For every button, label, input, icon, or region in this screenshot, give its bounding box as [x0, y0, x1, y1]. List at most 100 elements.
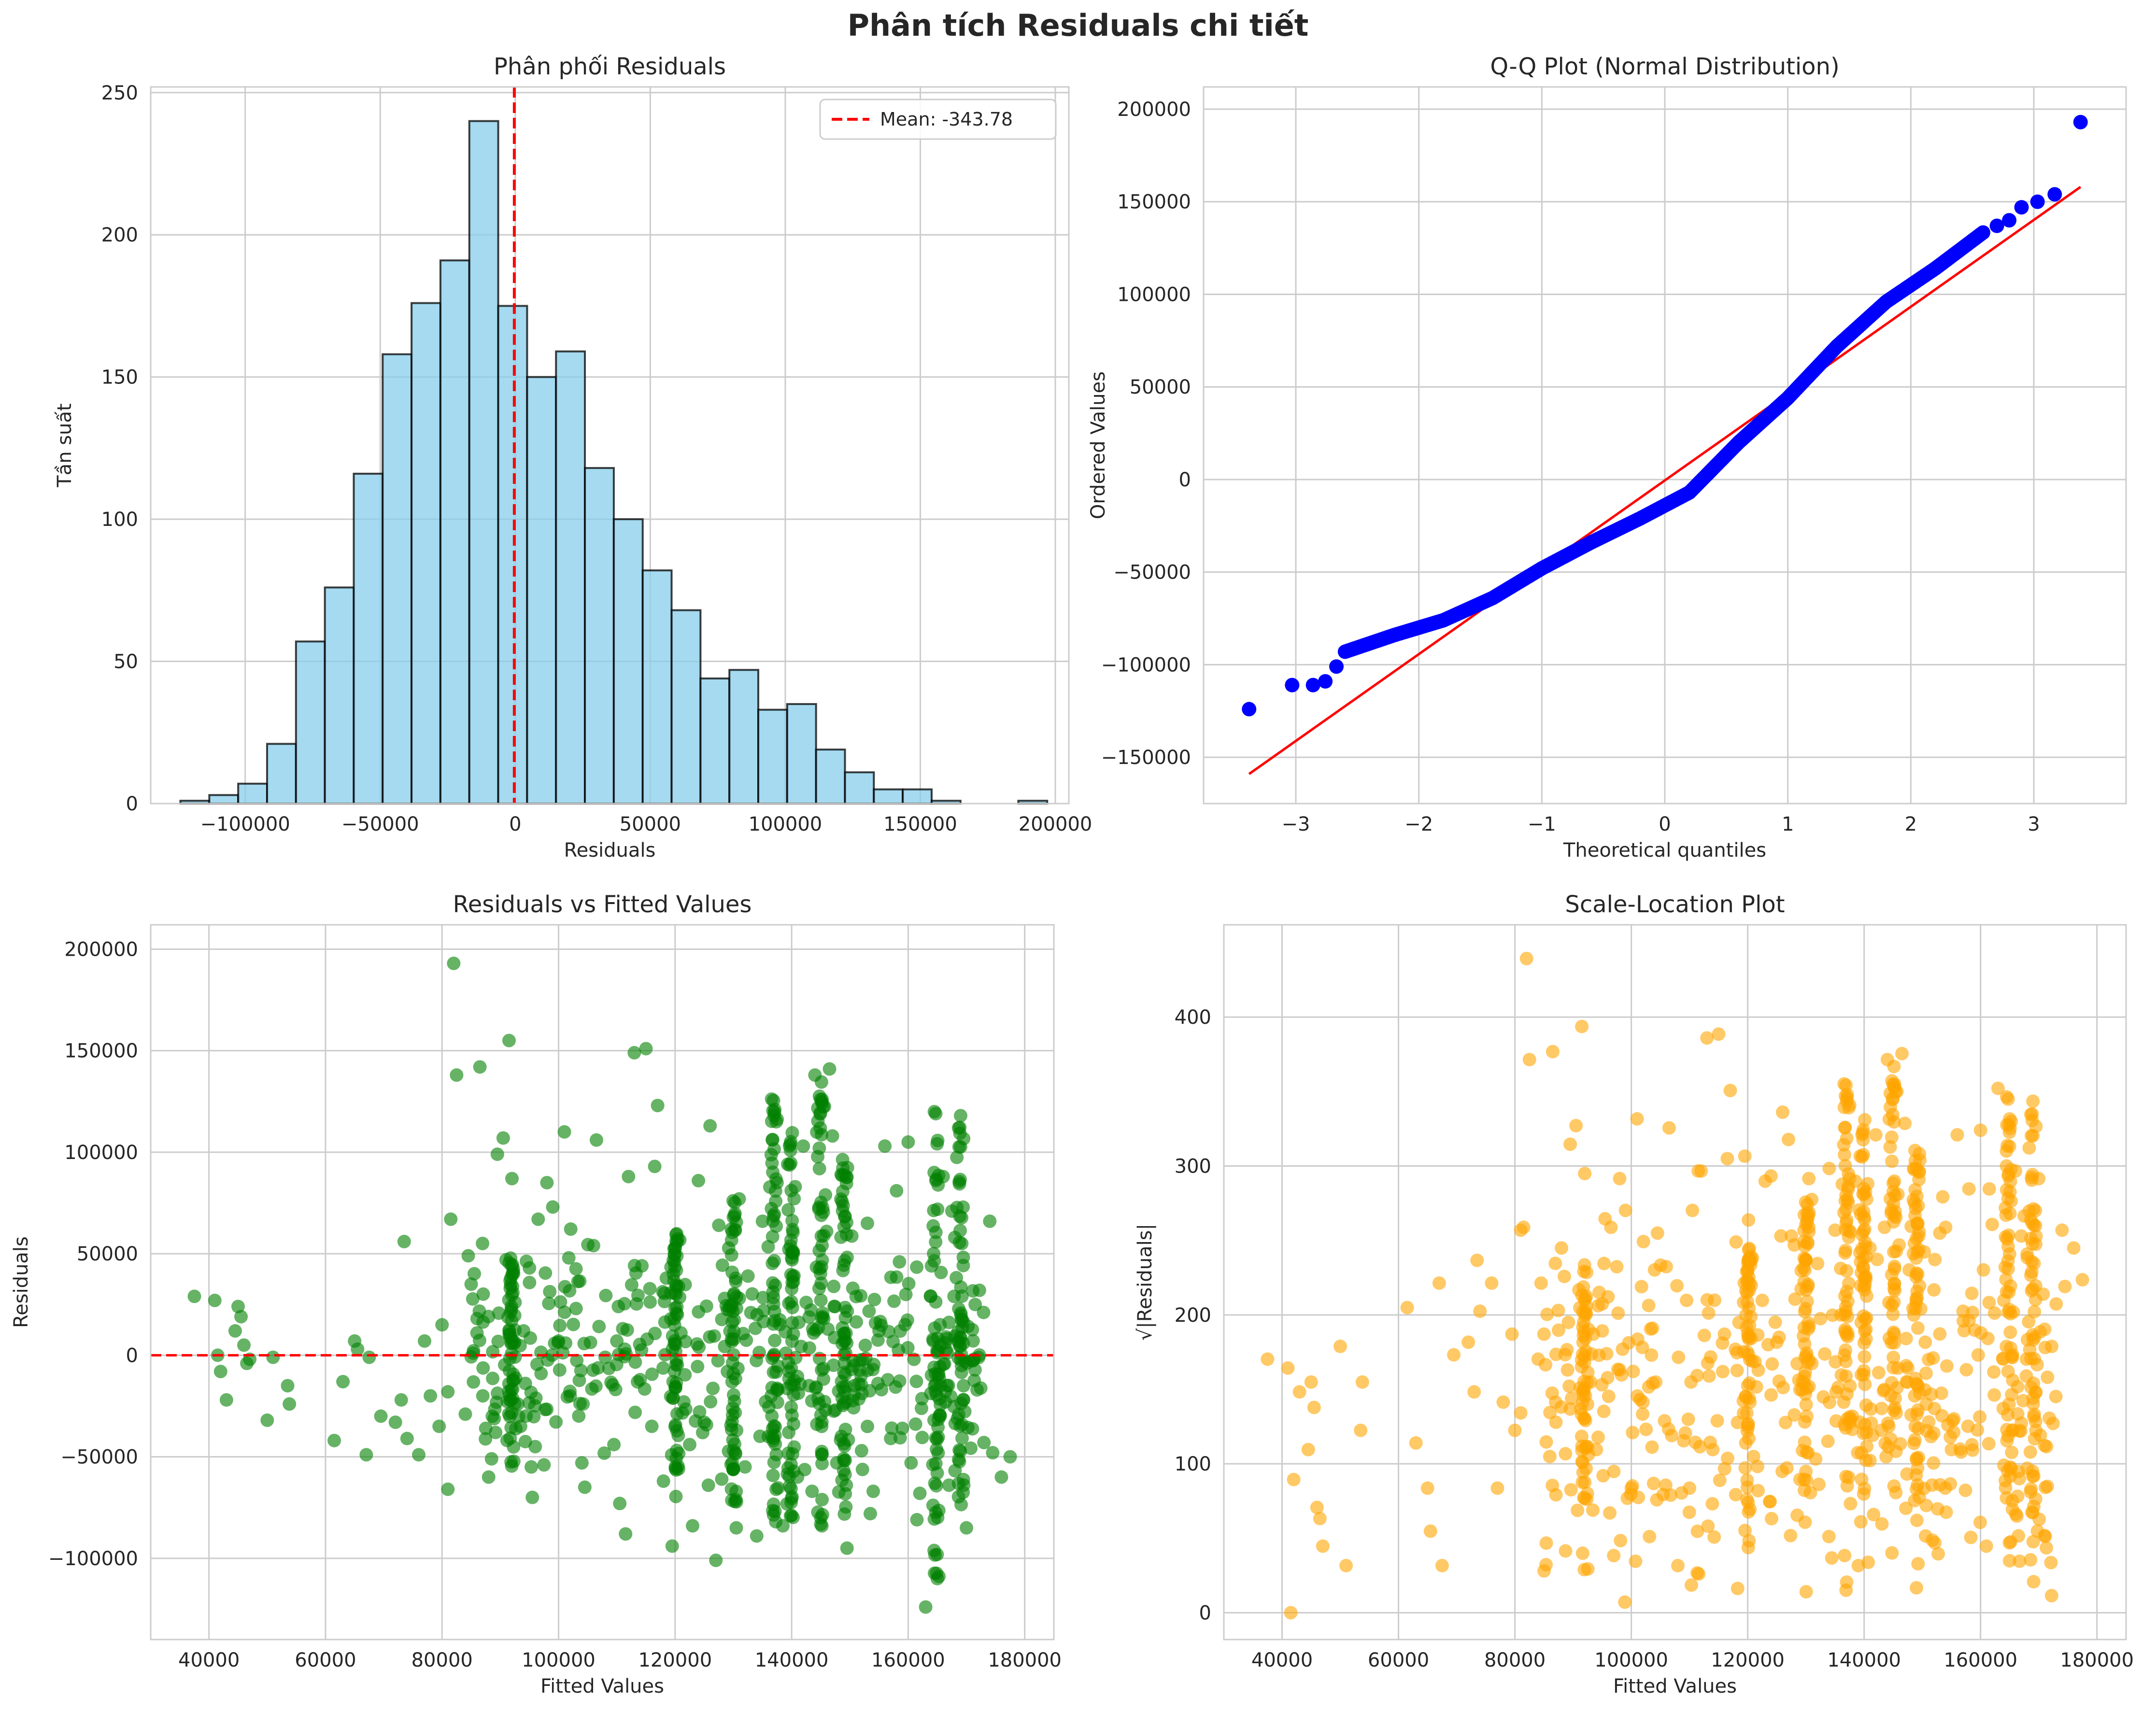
- x-tick-label: −3: [1282, 813, 1310, 835]
- y-tick-label: −100000: [1101, 654, 1191, 676]
- scale-location-point: [1519, 951, 1533, 965]
- scale-location-point: [1885, 1546, 1899, 1560]
- scale-location-point: [1602, 1389, 1616, 1403]
- scale-location-point: [2028, 1414, 2043, 1428]
- scale-location-point: [1736, 1394, 1750, 1408]
- histogram-bar: [382, 353, 413, 805]
- scale-location-point: [2026, 1129, 2040, 1143]
- residual-point: [785, 1126, 799, 1140]
- scale-location-point: [1814, 1312, 1828, 1326]
- residual-point: [519, 1254, 533, 1268]
- residual-point: [444, 1212, 458, 1226]
- scale-location-point: [1545, 1386, 1559, 1400]
- residual-point: [931, 1446, 945, 1460]
- residual-point: [812, 1202, 826, 1216]
- scale-location-point: [1799, 1387, 1813, 1401]
- residual-point: [362, 1350, 376, 1364]
- scale-location-point: [1313, 1512, 1327, 1526]
- scale-location-point: [1742, 1242, 1756, 1256]
- residual-point: [815, 1456, 829, 1471]
- scale-location-point: [1928, 1253, 1942, 1267]
- scale-location-point: [1574, 1353, 1589, 1367]
- residual-point: [679, 1335, 693, 1349]
- scale-location-point: [1551, 1303, 1565, 1317]
- scale-location-point: [1643, 1529, 1657, 1543]
- scale-location-point: [1744, 1258, 1758, 1272]
- scale-location-point: [1611, 1306, 1625, 1320]
- scale-location-point: [1999, 1474, 2013, 1488]
- residual-point: [823, 1062, 837, 1076]
- scale-location-point: [1957, 1324, 1971, 1338]
- scale-location-point: [1508, 1423, 1522, 1437]
- histogram-bar: [902, 788, 933, 805]
- scale-location-point: [1839, 1343, 1853, 1357]
- residual-point: [718, 1340, 732, 1354]
- x-tick-label: 150000: [883, 813, 957, 835]
- scale-location-point: [1999, 1230, 2013, 1244]
- scale-location-point: [1785, 1229, 1799, 1243]
- scale-location-point: [2013, 1554, 2027, 1568]
- residual-point: [765, 1092, 779, 1106]
- residual-point: [505, 1346, 519, 1360]
- residual-point: [814, 1517, 828, 1531]
- scale-location-point: [1954, 1445, 1968, 1459]
- scale-location-point: [1467, 1385, 1481, 1399]
- residual-point: [574, 1364, 588, 1378]
- scale-location-point: [1891, 1361, 1905, 1375]
- scale-location-point: [1563, 1402, 1577, 1416]
- scale-location-point: [1614, 1534, 1628, 1548]
- y-tick-label: 200: [1175, 1304, 1211, 1327]
- scale-location-point: [1841, 1310, 1855, 1324]
- residual-point: [542, 1297, 556, 1311]
- qq-point: [1242, 702, 1257, 717]
- scale-location-point: [1792, 1373, 1806, 1387]
- residual-point: [927, 1512, 941, 1526]
- y-axis-label: Residuals: [10, 1236, 32, 1328]
- residual-point: [845, 1229, 859, 1243]
- scale-location-point: [1625, 1479, 1639, 1493]
- scale-location-point: [1650, 1493, 1664, 1507]
- scale-location-point: [1855, 1266, 1869, 1280]
- scale-location-point: [1857, 1364, 1871, 1378]
- scale-location-point: [1575, 1019, 1589, 1033]
- y-tick-label: 250: [101, 82, 138, 104]
- scale-location-point: [1603, 1506, 1617, 1520]
- residual-point: [812, 1141, 826, 1155]
- y-tick-label: 150000: [1117, 191, 1191, 213]
- residual-point: [725, 1375, 739, 1389]
- scale-location-point: [1882, 1419, 1896, 1433]
- residual-point: [432, 1419, 446, 1433]
- x-axis-label: Fitted Values: [1613, 1675, 1737, 1697]
- residual-point: [930, 1388, 944, 1402]
- histogram-bar: [670, 609, 702, 805]
- scale-location-point: [1592, 1286, 1606, 1300]
- scale-location-point: [1928, 1536, 1942, 1550]
- scale-location-point: [1598, 1212, 1612, 1226]
- scale-location-point: [1790, 1508, 1804, 1522]
- residual-point: [506, 1382, 520, 1396]
- scale-location-point: [1909, 1468, 1923, 1482]
- scale-location-point: [1864, 1402, 1878, 1416]
- scale-location-point: [1578, 1492, 1592, 1506]
- residual-point: [966, 1334, 980, 1348]
- x-tick-label: 80000: [1484, 1649, 1546, 1671]
- histogram-bar: [786, 703, 817, 805]
- scale-location-point: [1907, 1196, 1921, 1210]
- scale-location-point: [1877, 1383, 1891, 1397]
- residual-point: [692, 1174, 706, 1188]
- scale-location-point: [1587, 1327, 1601, 1341]
- residual-point: [802, 1341, 816, 1355]
- scale-location-point: [1844, 1497, 1858, 1511]
- scale-location-point: [1885, 1268, 1899, 1282]
- scale-location-point: [1858, 1313, 1872, 1327]
- scale-location-point: [1787, 1408, 1801, 1422]
- residual-point: [571, 1274, 585, 1288]
- scale-location-point: [1644, 1322, 1658, 1336]
- scale-location-point: [2029, 1386, 2043, 1400]
- qq-point: [1318, 674, 1333, 689]
- residual-point: [961, 1319, 975, 1333]
- x-tick-label: 0: [1659, 813, 1671, 835]
- scale-location-point: [1834, 1368, 1848, 1382]
- residual-point: [929, 1235, 943, 1249]
- residual-point: [901, 1135, 915, 1149]
